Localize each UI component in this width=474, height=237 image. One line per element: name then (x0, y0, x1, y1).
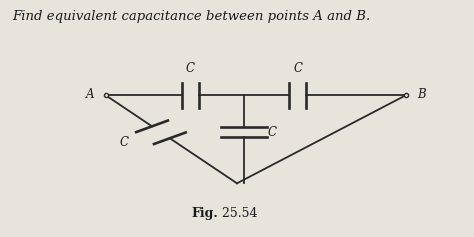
Text: A: A (86, 88, 94, 101)
Text: C: C (267, 126, 276, 139)
Text: 25.54: 25.54 (218, 207, 258, 220)
Text: Fig.: Fig. (191, 207, 218, 220)
Text: C: C (186, 62, 195, 74)
Text: C: C (293, 62, 302, 74)
Text: C: C (119, 136, 128, 149)
Text: Find equivalent capacitance between points A and B.: Find equivalent capacitance between poin… (12, 10, 370, 23)
Text: B: B (417, 88, 426, 101)
